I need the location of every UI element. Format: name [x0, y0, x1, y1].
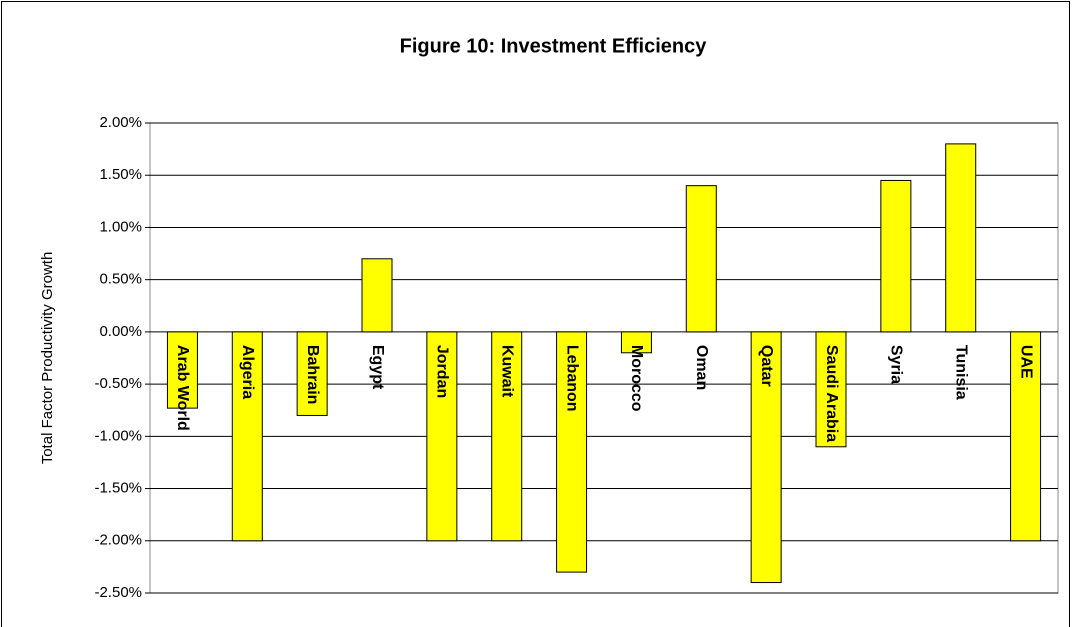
chart-title: Figure 10: Investment Efficiency	[400, 35, 708, 57]
bar	[361, 258, 393, 333]
x-tick-label: Oman	[693, 345, 710, 390]
bar	[945, 143, 977, 333]
y-tick-label: -1.50%	[94, 480, 142, 497]
x-tick-label: Lebanon	[563, 345, 580, 412]
y-tick-label: 1.50%	[99, 166, 142, 183]
y-tick-label: -1.00%	[94, 427, 142, 444]
bar	[815, 331, 847, 448]
bar	[880, 179, 912, 333]
x-tick-label: Arab World	[174, 345, 191, 431]
bar	[1010, 331, 1042, 542]
bar	[491, 331, 523, 542]
y-tick-label: 0.50%	[99, 271, 142, 288]
y-tick-label: 2.00%	[99, 114, 142, 131]
x-tick-label: Syria	[888, 345, 905, 384]
bar	[620, 331, 652, 354]
x-tick-label: Qatar	[758, 345, 775, 387]
y-tick-label: 0.00%	[99, 323, 142, 340]
x-tick-label: Morocco	[628, 345, 645, 412]
x-tick-label: Egypt	[369, 345, 386, 390]
y-tick-label: -2.00%	[94, 532, 142, 549]
x-tick-label: Kuwait	[498, 345, 515, 398]
bar	[426, 331, 458, 542]
y-tick-label: 1.00%	[99, 218, 142, 235]
y-axis-label: Total Factor Productivity Growth	[39, 252, 56, 465]
x-tick-label: Algeria	[239, 345, 256, 399]
x-tick-label: Bahrain	[304, 345, 321, 405]
bar	[296, 331, 328, 416]
bar	[685, 185, 717, 333]
bar	[231, 331, 263, 542]
x-tick-label: Jordan	[434, 345, 451, 398]
bar	[556, 331, 588, 573]
plot-area	[149, 122, 1059, 594]
y-tick-label: -0.50%	[94, 375, 142, 392]
x-tick-label: Saudi Arabia	[823, 345, 840, 442]
x-tick-label: UAE	[1017, 345, 1034, 379]
bar	[166, 331, 198, 409]
bar	[750, 331, 782, 584]
x-tick-label: Tunisia	[952, 345, 969, 400]
y-tick-label: -2.50%	[94, 584, 142, 601]
